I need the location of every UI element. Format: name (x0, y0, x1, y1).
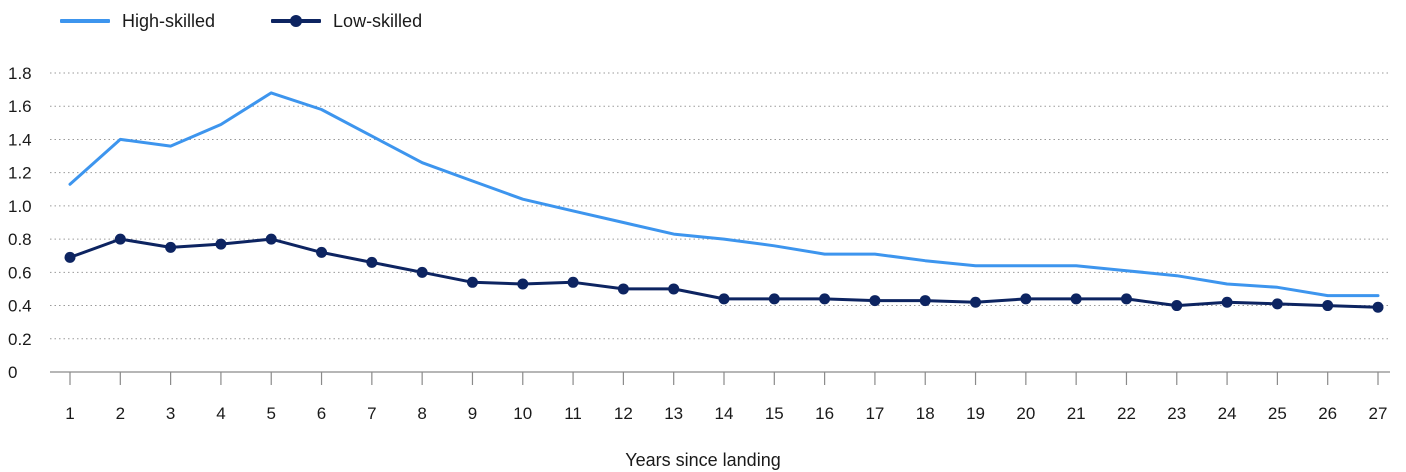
x-tick-label: 17 (865, 404, 884, 423)
x-tick-label: 12 (614, 404, 633, 423)
x-tick-label: 10 (513, 404, 532, 423)
x-tick-label: 6 (317, 404, 326, 423)
data-point-low-skilled (567, 276, 579, 288)
series-line-high-skilled (68, 91, 1380, 298)
x-tick-label: 7 (367, 404, 376, 423)
y-tick-label: 1.4 (8, 130, 32, 149)
data-point-low-skilled (265, 233, 277, 245)
x-tick-label: 9 (468, 404, 477, 423)
x-tick-label: 22 (1117, 404, 1136, 423)
x-axis-tick-labels: 1 2 3 4 5 6 7 8 9 10 11 12 13 14 15 16 17 18 19 20 21 22 23 24 2… (65, 404, 1387, 423)
legend-swatch-high-skilled (60, 9, 110, 33)
y-tick-label: 0.6 (8, 263, 32, 282)
data-point-low-skilled (1020, 293, 1032, 305)
x-tick-label: 11 (564, 404, 582, 423)
x-axis-title: Years since landing (625, 450, 780, 470)
data-point-low-skilled (165, 241, 177, 253)
series-lines (64, 91, 1384, 313)
x-tick-label: 26 (1318, 404, 1337, 423)
y-tick-label: 0.4 (8, 297, 32, 316)
data-point-low-skilled (64, 251, 76, 263)
data-point-low-skilled (466, 276, 478, 288)
legend-label-high-skilled: High-skilled (122, 10, 216, 31)
legend-item-high-skilled: High-skilled (60, 9, 215, 33)
data-point-low-skilled (617, 283, 629, 295)
data-point-low-skilled (869, 295, 881, 307)
data-point-low-skilled (819, 293, 831, 305)
x-tick-label: 14 (715, 404, 734, 423)
data-point-low-skilled (215, 238, 227, 250)
data-point-low-skilled (919, 295, 931, 307)
data-point-low-skilled (1120, 293, 1132, 305)
data-point-low-skilled (114, 233, 126, 245)
x-tick-label: 8 (417, 404, 426, 423)
y-tick-label: 1.6 (8, 97, 32, 116)
chart-legend: High-skilled Low-skilled (60, 9, 422, 33)
x-tick-label: 18 (916, 404, 935, 423)
data-point-low-skilled (668, 283, 680, 295)
x-tick-label: 19 (966, 404, 985, 423)
x-tick-label: 15 (765, 404, 784, 423)
legend-item-low-skilled: Low-skilled (271, 9, 422, 33)
data-point-low-skilled (768, 293, 780, 305)
x-tick-label: 1 (65, 404, 74, 423)
x-tick-label: 13 (664, 404, 683, 423)
data-point-low-skilled (416, 266, 428, 278)
y-tick-label: 0.8 (8, 230, 32, 249)
x-tick-label: 21 (1067, 404, 1086, 423)
data-point-low-skilled (316, 246, 328, 258)
data-point-low-skilled (366, 256, 378, 268)
x-tick-label: 20 (1016, 404, 1035, 423)
data-point-low-skilled (718, 293, 730, 305)
data-point-low-skilled (1372, 301, 1384, 313)
legend-label-low-skilled: Low-skilled (333, 10, 423, 31)
x-tick-label: 4 (216, 404, 225, 423)
data-point-low-skilled (1322, 300, 1334, 312)
x-tick-label: 27 (1369, 404, 1388, 423)
y-tick-label: 1.0 (8, 197, 32, 216)
x-tick-label: 23 (1167, 404, 1186, 423)
legend-swatch-low-skilled (271, 9, 322, 33)
x-axis (50, 371, 1390, 385)
data-point-low-skilled (1221, 296, 1233, 308)
y-tick-label: 1.8 (8, 64, 32, 83)
x-tick-label: 25 (1268, 404, 1287, 423)
y-tick-label: 0 (8, 363, 17, 382)
data-point-low-skilled (1271, 298, 1283, 310)
data-point-low-skilled (1070, 293, 1082, 305)
x-tick-label: 16 (815, 404, 834, 423)
y-tick-label: 1.2 (8, 164, 32, 183)
data-point-low-skilled (1171, 300, 1183, 312)
y-tick-label: 0.2 (8, 330, 32, 349)
x-tick-label: 24 (1218, 404, 1237, 423)
x-tick-label: 2 (116, 404, 125, 423)
y-axis-tick-labels: 0 0.2 0.4 0.6 0.8 1.0 1.2 1.4 1.6 1.8 (8, 64, 32, 382)
data-point-low-skilled (517, 278, 529, 290)
data-point-low-skilled (970, 296, 982, 308)
x-tick-label: 3 (166, 404, 175, 423)
x-tick-label: 5 (266, 404, 275, 423)
